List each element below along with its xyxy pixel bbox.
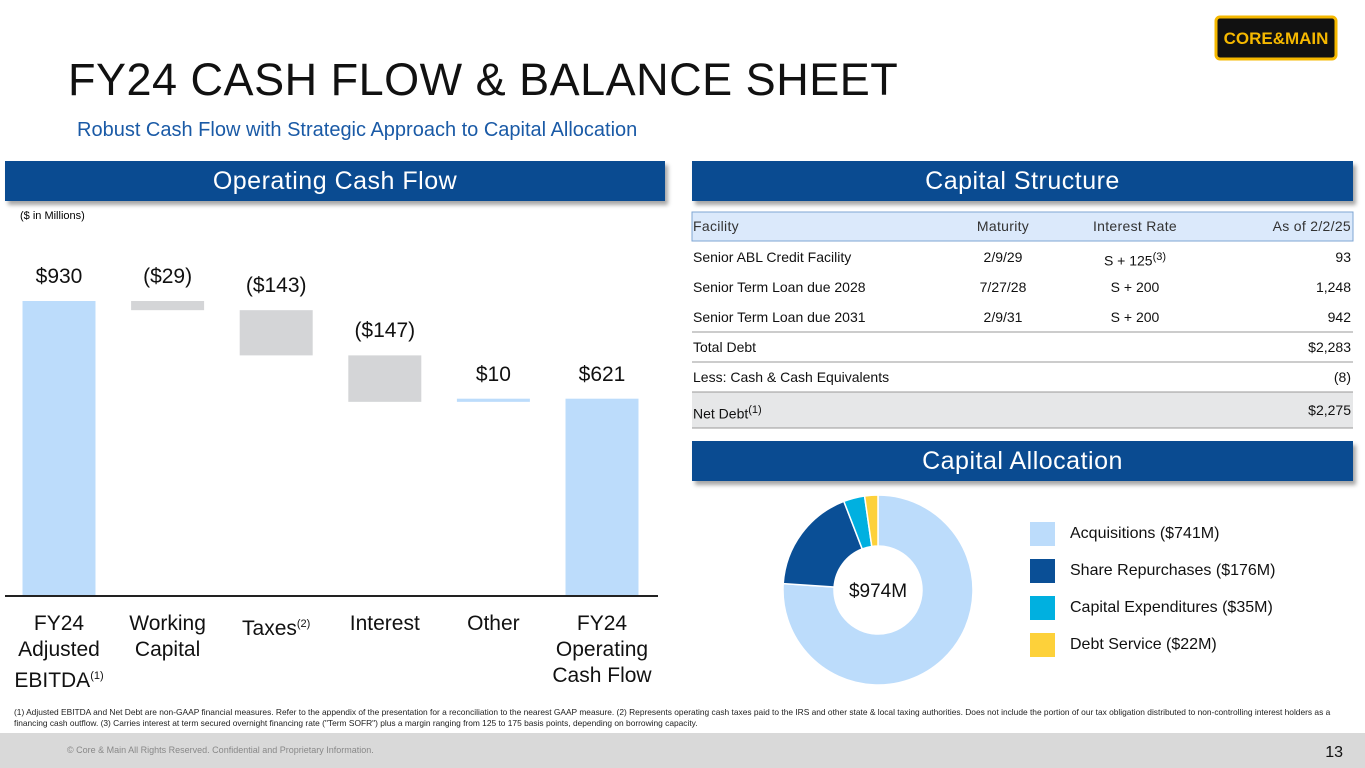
donut-slice (782, 494, 974, 686)
category-label: FY24 Operating Cash Flow (547, 611, 657, 689)
table-header: As of 2/2/25 (1272, 218, 1351, 234)
cell-text: Net Debt (693, 405, 749, 422)
data-label: $621 (578, 362, 626, 386)
table-cell: Senior ABL Credit Facility (693, 249, 852, 265)
table-cell: 2/9/31 (983, 309, 1023, 325)
cell-text: S + 125 (1103, 252, 1153, 269)
table-cell: (8) (1333, 369, 1351, 385)
footnote-ref: (1) (90, 670, 104, 682)
table-cell: S + 125(3) (1070, 242, 1200, 272)
table-cell: $2,275 (1308, 402, 1351, 418)
page-number: 13 (1325, 744, 1343, 761)
data-label: ($29) (143, 265, 193, 288)
legend-swatch (1030, 633, 1055, 657)
table-cell: S + 200 (1110, 309, 1160, 325)
category-label: FY24 Adjusted EBITDA(1) (4, 611, 114, 694)
category-text: Other (467, 612, 520, 635)
logo-text: CORE&MAIN (1224, 29, 1329, 48)
footnote: (1) Adjusted EBITDA and Net Debt are non… (14, 707, 1331, 728)
legend-label: Debt Service ($22M) (1070, 636, 1217, 653)
title: FY24 CASH FLOW & BALANCE SHEET (68, 54, 899, 105)
data-label: $930 (35, 265, 83, 288)
footnote-ref: (2) (296, 618, 311, 630)
section-header: Capital Allocation (692, 441, 1353, 481)
table-cell: $2,283 (1308, 339, 1351, 355)
legend-label: Capital Expenditures ($35M) (1070, 599, 1273, 616)
category-text: FY24 Operating Cash Flow (552, 612, 652, 687)
footnote-ref: (3) (1152, 251, 1167, 263)
unit-note: ($ in Millions) (20, 210, 85, 222)
table-cell: 2/9/29 (983, 249, 1023, 265)
bar (22, 301, 96, 595)
legend-swatch (1030, 559, 1055, 583)
table-cell: 93 (1335, 249, 1351, 265)
category-label: Taxes(2) (221, 611, 331, 642)
footnote-ref: (1) (748, 404, 762, 416)
table-cell: Total Debt (693, 339, 757, 355)
data-label: $10 (475, 362, 511, 386)
legend-label: Acquisitions ($741M) (1070, 525, 1220, 542)
table-header: Maturity (976, 218, 1030, 234)
table-cell: S + 200 (1110, 279, 1160, 295)
data-label: ($147) (354, 319, 416, 343)
footer-bar (0, 733, 1365, 768)
bar (565, 398, 639, 595)
category-text: Working Capital (129, 612, 206, 661)
table-cell: Less: Cash & Cash Equivalents (693, 369, 890, 385)
table-total-bg (692, 392, 1353, 428)
bar (131, 301, 205, 311)
data-label: ($143) (245, 274, 307, 298)
copyright: © Core & Main All Rights Reserved. Confi… (67, 745, 374, 755)
legend-swatch (1030, 596, 1055, 620)
donut-slice (863, 494, 879, 548)
legend-swatch (1030, 522, 1055, 546)
table-cell: 7/27/28 (979, 279, 1027, 295)
table-cell: 942 (1327, 309, 1351, 325)
table-header: Interest Rate (1092, 218, 1178, 234)
category-text: Interest (349, 612, 420, 635)
table-cell: 1,248 (1315, 279, 1351, 295)
bar (239, 310, 313, 356)
table-header-bg (691, 211, 1354, 242)
category-text: Taxes (242, 617, 297, 640)
bar (456, 398, 530, 402)
section-header: Operating Cash Flow (5, 161, 665, 201)
donut-center-label: $974M (849, 581, 907, 602)
table-cell: Net Debt(1) (693, 395, 943, 425)
category-label: Working Capital (113, 611, 223, 663)
table-cell: Senior Term Loan due 2028 (693, 279, 866, 295)
subtitle: Robust Cash Flow with Strategic Approach… (77, 119, 638, 141)
logo-badge (1214, 15, 1338, 61)
legend-label: Share Repurchases ($176M) (1070, 562, 1276, 579)
category-label: Other (438, 611, 548, 637)
category-text: FY24 Adjusted EBITDA (14, 612, 100, 692)
table-header: Facility (693, 218, 739, 234)
bar (348, 355, 422, 402)
table-cell: Senior Term Loan due 2031 (693, 309, 866, 325)
section-header: Capital Structure (692, 161, 1353, 201)
category-label: Interest (330, 611, 440, 637)
